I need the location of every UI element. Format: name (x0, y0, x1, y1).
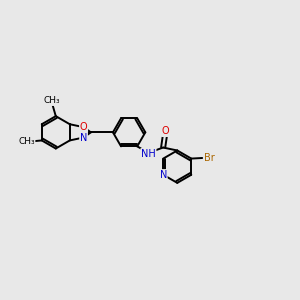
Text: O: O (162, 126, 169, 136)
Text: CH₃: CH₃ (43, 96, 60, 105)
Text: N: N (160, 170, 167, 180)
Text: Br: Br (204, 153, 215, 163)
Text: CH₃: CH₃ (18, 137, 35, 146)
Text: N: N (80, 133, 87, 142)
Text: NH: NH (141, 149, 156, 159)
Text: O: O (80, 122, 87, 132)
